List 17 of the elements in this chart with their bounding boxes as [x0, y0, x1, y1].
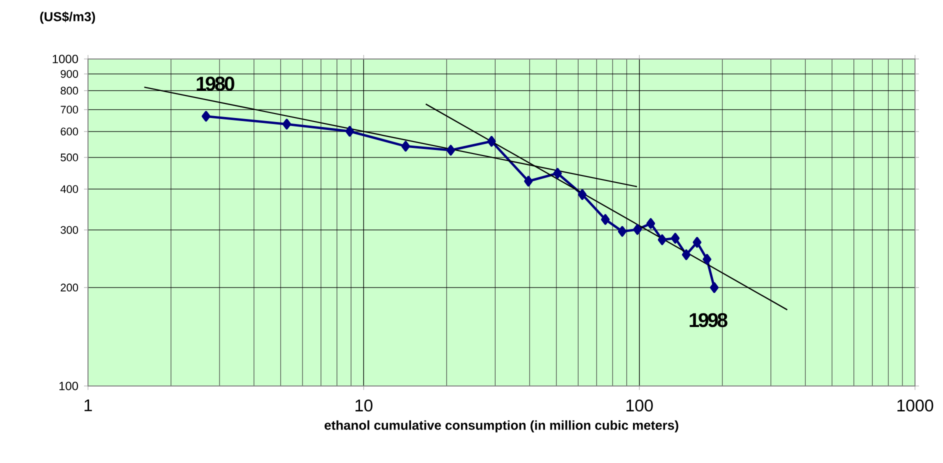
x-tick-label: 1000	[897, 399, 934, 412]
y-axis-title: (US$/m3)	[40, 12, 96, 24]
x-axis-title: ethanol cumulative consumption (in million cubic meters)	[324, 420, 678, 432]
y-tick-label: 1000	[52, 54, 78, 64]
y-tick-label: 500	[60, 154, 78, 162]
x-tick-label: 100	[626, 399, 653, 412]
x-tick-label: 10	[356, 399, 372, 412]
y-tick-label: 400	[60, 185, 78, 193]
y-tick-label: 700	[60, 106, 78, 114]
y-tick-label: 600	[60, 128, 78, 136]
y-tick-label: 100	[59, 382, 78, 390]
annotation: 1980	[196, 76, 234, 91]
y-tick-label: 200	[60, 284, 78, 292]
y-tick-label: 800	[60, 86, 78, 95]
y-tick-label: 300	[60, 226, 78, 234]
y-tick-label: 900	[60, 70, 78, 78]
x-tick-label: 1	[84, 399, 92, 412]
